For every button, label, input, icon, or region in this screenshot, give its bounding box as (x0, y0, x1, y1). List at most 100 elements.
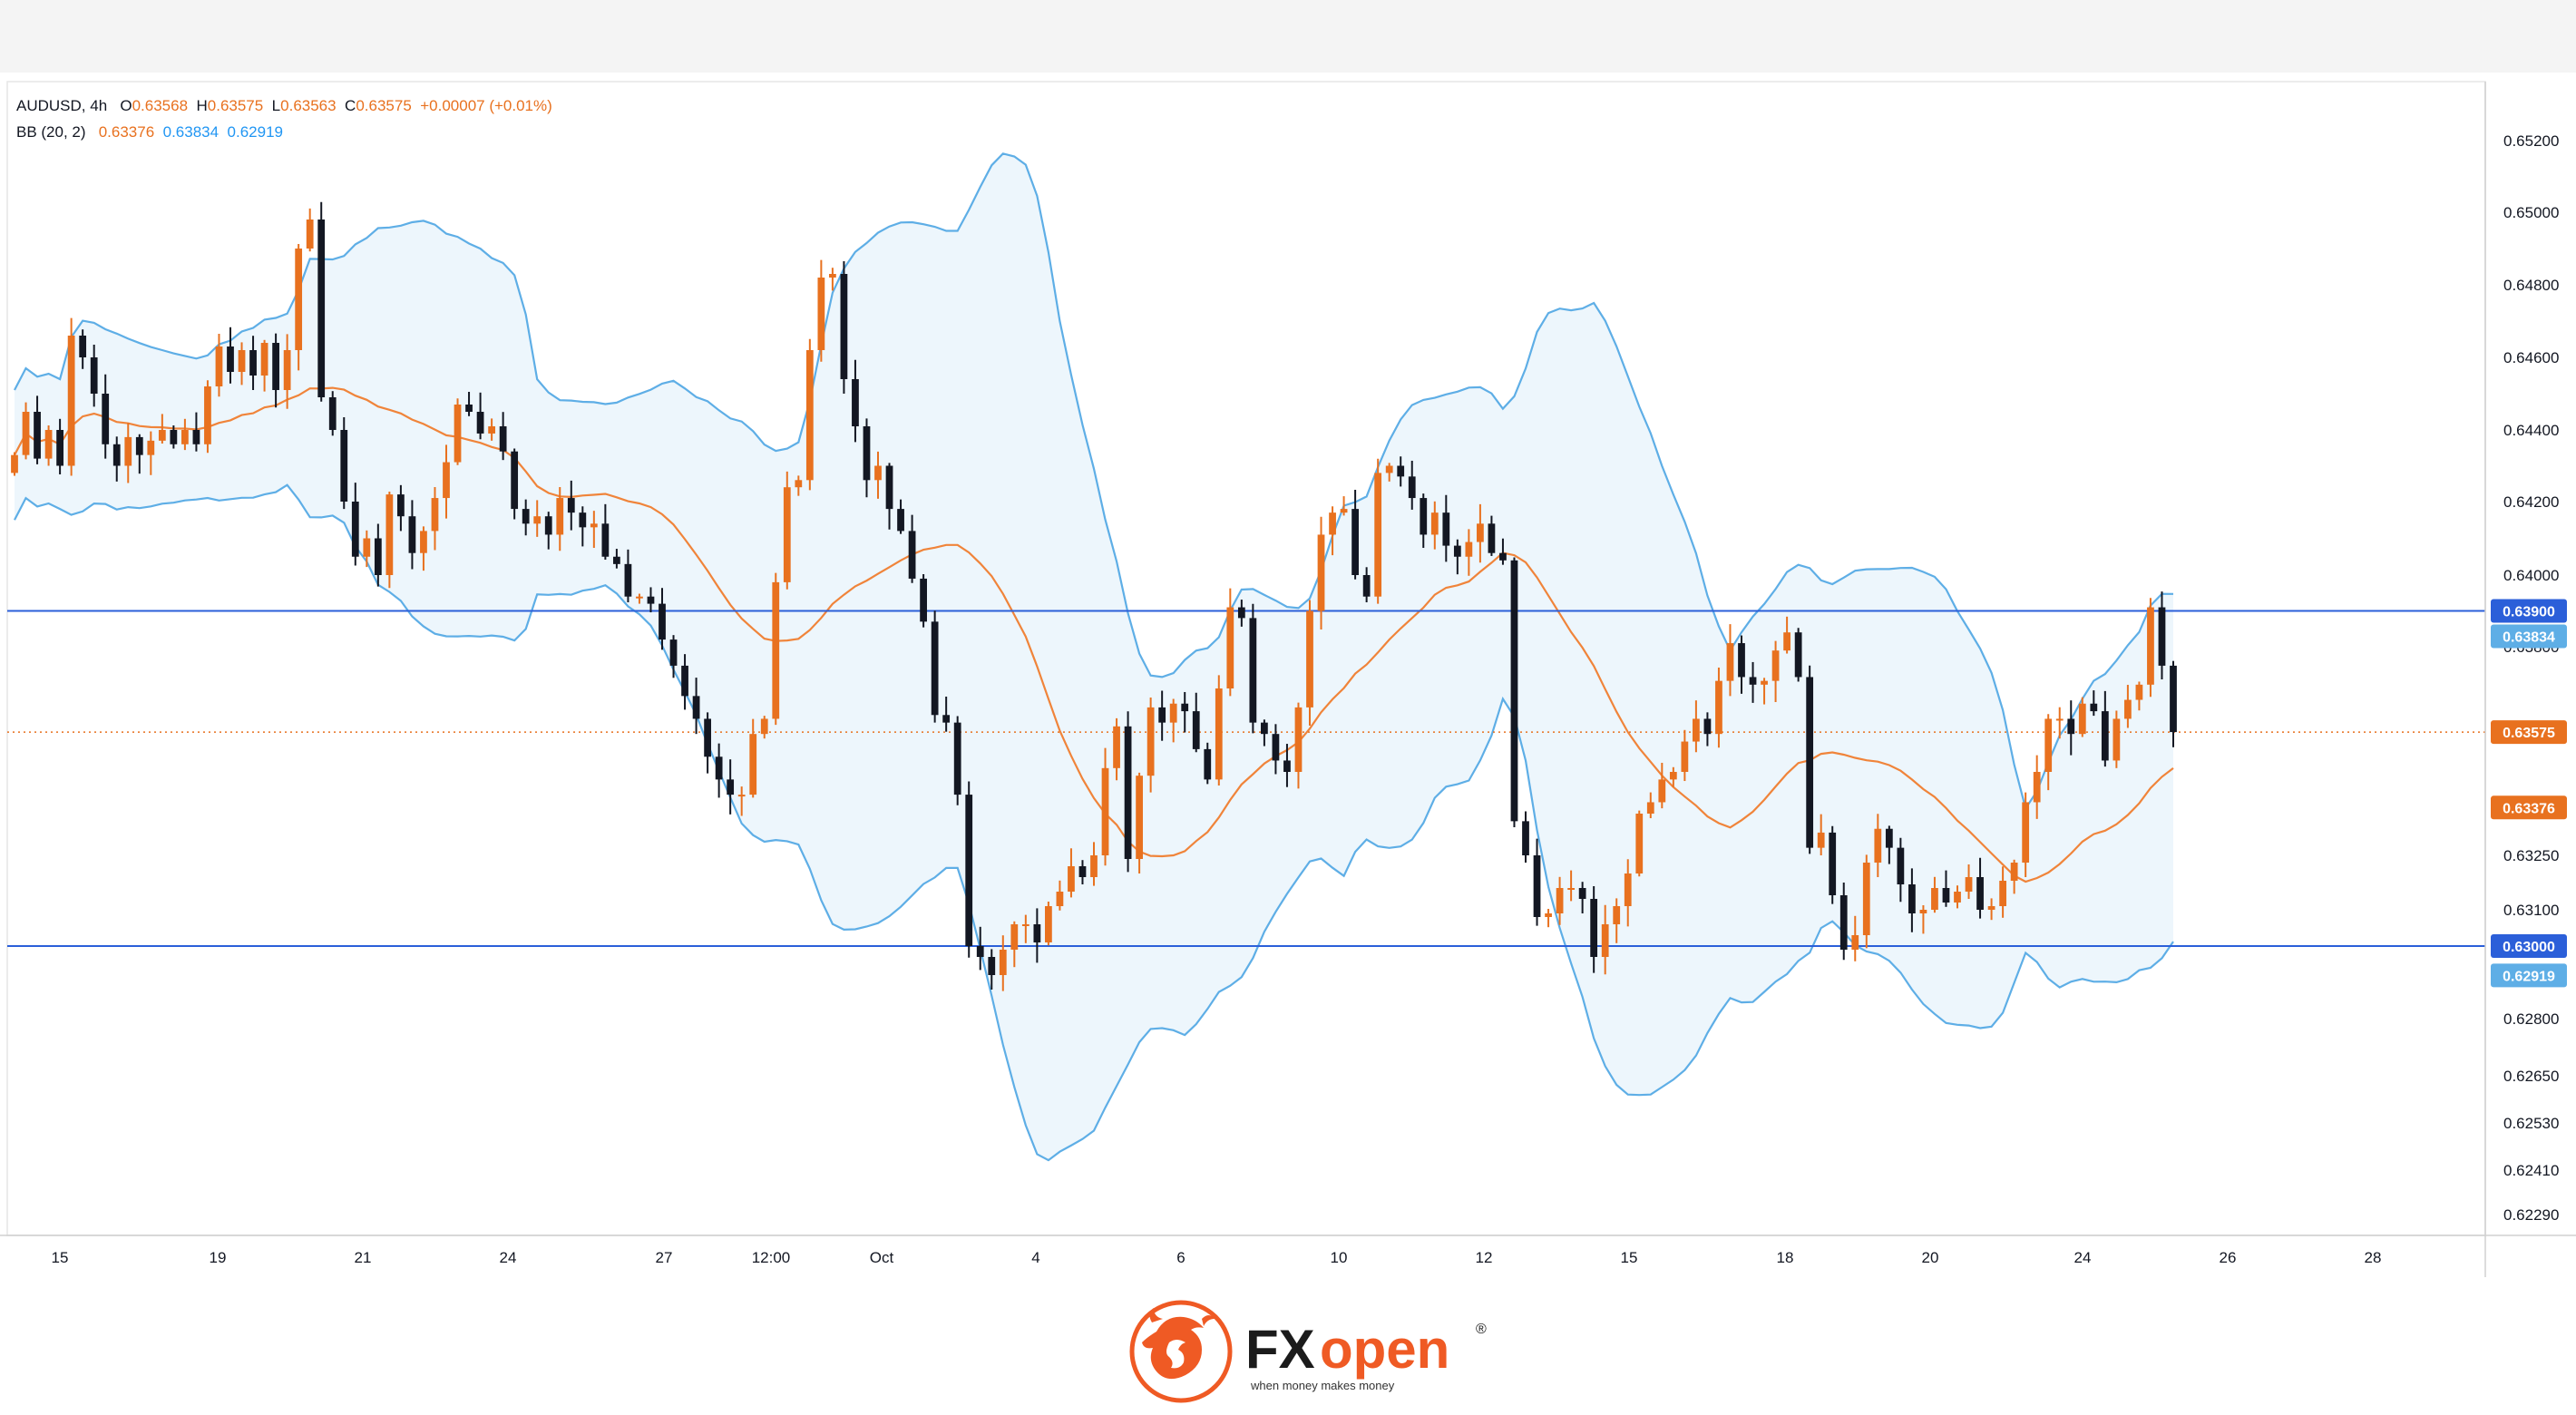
y-tick-label: 0.62530 (2503, 1115, 2559, 1132)
candle-body (2124, 699, 2132, 719)
candle-body (2147, 607, 2154, 685)
candle-body (238, 350, 246, 372)
candle-body (1272, 734, 1280, 761)
candle-body (306, 220, 314, 249)
legend-c-label: C (345, 97, 356, 114)
candle-body (920, 578, 927, 622)
price-chart[interactable]: 0.65200 0.65000 0.64800 0.64600 0.64400 0.642… (0, 78, 2576, 1277)
candle (2147, 598, 2154, 698)
candle-body (2055, 718, 2064, 721)
y-tick-label: 0.64400 (2503, 422, 2559, 439)
candle (1885, 825, 1893, 864)
candle-body (1726, 643, 1734, 681)
legend-interval: 4h (90, 97, 108, 114)
candle-body (272, 343, 279, 390)
chart-panel[interactable]: 0.65200 0.65000 0.64800 0.64600 0.64400 0.642… (0, 78, 2576, 1277)
candle-body (2113, 718, 2121, 761)
candle (1136, 772, 1143, 873)
candle (238, 342, 246, 385)
candle-body (1794, 632, 1802, 678)
candle-body (1658, 779, 1666, 803)
candle (999, 935, 1007, 991)
candle-body (1829, 832, 1837, 895)
candle-body (727, 779, 735, 795)
x-tick-label: 24 (500, 1249, 517, 1266)
candle (1397, 456, 1405, 487)
candle-body (840, 274, 848, 379)
brand-name-open: open (1320, 1319, 1449, 1380)
candle (1693, 700, 1700, 753)
axes-layer: 0.65200 0.65000 0.64800 0.64600 0.64400 0.642… (0, 82, 2576, 1277)
candle (522, 499, 530, 536)
candle (1010, 921, 1019, 968)
candle (317, 201, 326, 402)
candle-body (2090, 703, 2098, 712)
candle-body (953, 722, 961, 795)
candle-body (1430, 512, 1439, 535)
candle (2055, 707, 2064, 739)
candle (1942, 870, 1950, 907)
candle (1976, 857, 1984, 919)
candle (1874, 814, 1882, 877)
candle-body (2135, 684, 2143, 700)
legend-high: 0.63575 (207, 97, 264, 114)
price-label-text: 0.63900 (2503, 605, 2555, 620)
candle (67, 317, 75, 476)
candle-body (669, 639, 678, 666)
candle-body (249, 350, 257, 376)
candle (942, 696, 951, 732)
candle-body (79, 336, 87, 357)
candle (1771, 640, 1780, 703)
candle-body (522, 509, 530, 524)
footer (0, 1279, 2576, 1415)
y-tick-label: 0.62410 (2503, 1162, 2559, 1179)
candle (1533, 838, 1541, 926)
candle-body (1999, 881, 2006, 906)
candle (1578, 882, 1586, 913)
candle (1261, 719, 1268, 747)
candle-body (1408, 476, 1416, 499)
legend-symbol: AUDUSD (16, 97, 82, 114)
candle-body (2044, 718, 2053, 772)
candle (192, 412, 200, 452)
candle-body (1862, 863, 1870, 935)
candle-body (1771, 650, 1780, 681)
candle-body (897, 509, 904, 532)
ohlc-legend-row: AUDUSD, 4h O0.63568 H0.63575 L0.63563 C0… (16, 97, 552, 114)
bollinger-upper-line (14, 152, 2174, 811)
candle-body (2067, 718, 2075, 735)
candle-body (1715, 680, 1722, 735)
candle (44, 425, 53, 466)
candle-body (1817, 832, 1825, 848)
candle-body (1101, 767, 1109, 855)
candle-body (1908, 884, 1916, 913)
candle (1635, 810, 1644, 877)
legend-close: 0.63575 (356, 97, 412, 114)
candle-body (1669, 772, 1677, 780)
candle (601, 503, 610, 560)
candle-body (1477, 523, 1484, 542)
candle-body (783, 487, 791, 582)
candle-body (1420, 498, 1428, 535)
legend-low: 0.63563 (280, 97, 337, 114)
candle-body (170, 430, 178, 444)
candle-body (908, 531, 916, 579)
candle-body (2033, 772, 2041, 803)
candle-body (1124, 726, 1132, 859)
candle-body (1646, 802, 1654, 814)
candle-body (1294, 707, 1303, 772)
candle (1681, 729, 1689, 782)
candle-body (1283, 760, 1291, 772)
candle (1420, 493, 1428, 549)
candle (1703, 712, 1712, 747)
candle (1306, 600, 1313, 726)
candle (2170, 660, 2177, 747)
candle-body (385, 494, 394, 575)
candle-body (227, 346, 234, 372)
candle-body (1942, 888, 1950, 903)
x-tick-label: 21 (355, 1249, 372, 1266)
price-label-box (2491, 934, 2567, 958)
candle (1499, 538, 1507, 565)
candle-body (976, 946, 984, 957)
candle-body (1976, 877, 1984, 910)
